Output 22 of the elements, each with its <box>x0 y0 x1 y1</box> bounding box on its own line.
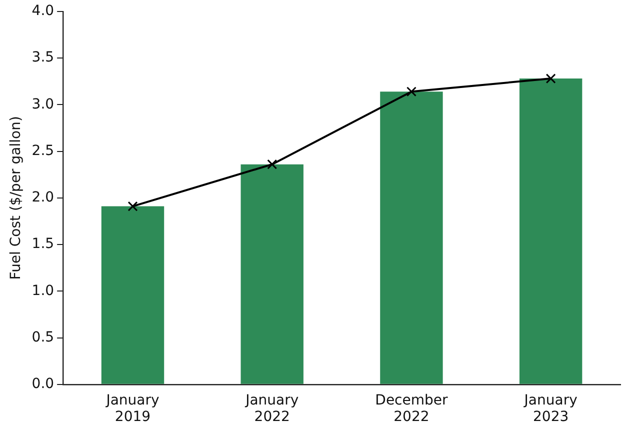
point <box>267 159 278 170</box>
point <box>128 201 138 212</box>
x-tick-label: January 2019 <box>105 392 160 426</box>
bar <box>519 78 582 384</box>
x-tick-label: January 2022 <box>244 392 299 426</box>
y-tick-label: 3.0 <box>32 96 54 112</box>
y-axis-title: Fuel Cost ($/per gallon) <box>8 116 24 280</box>
y-tick-label: 1.5 <box>32 236 54 252</box>
y-tick-label: 4.0 <box>32 3 54 20</box>
bar <box>380 92 443 384</box>
y-tick-label: 2.0 <box>32 190 54 206</box>
x-tick-label: December 2022 <box>375 392 448 426</box>
bar <box>240 164 304 384</box>
point <box>406 86 416 97</box>
y-tick-label: 2.5 <box>32 142 54 159</box>
point <box>546 74 556 84</box>
y-tick-label: 0.5 <box>32 329 54 346</box>
y-tick-label: 1.0 <box>32 282 54 299</box>
y-tick-label: 0.0 <box>32 376 54 392</box>
x-tick-label: January 2023 <box>523 392 578 426</box>
y-tick-label: 3.5 <box>32 50 54 66</box>
bar <box>101 206 164 384</box>
